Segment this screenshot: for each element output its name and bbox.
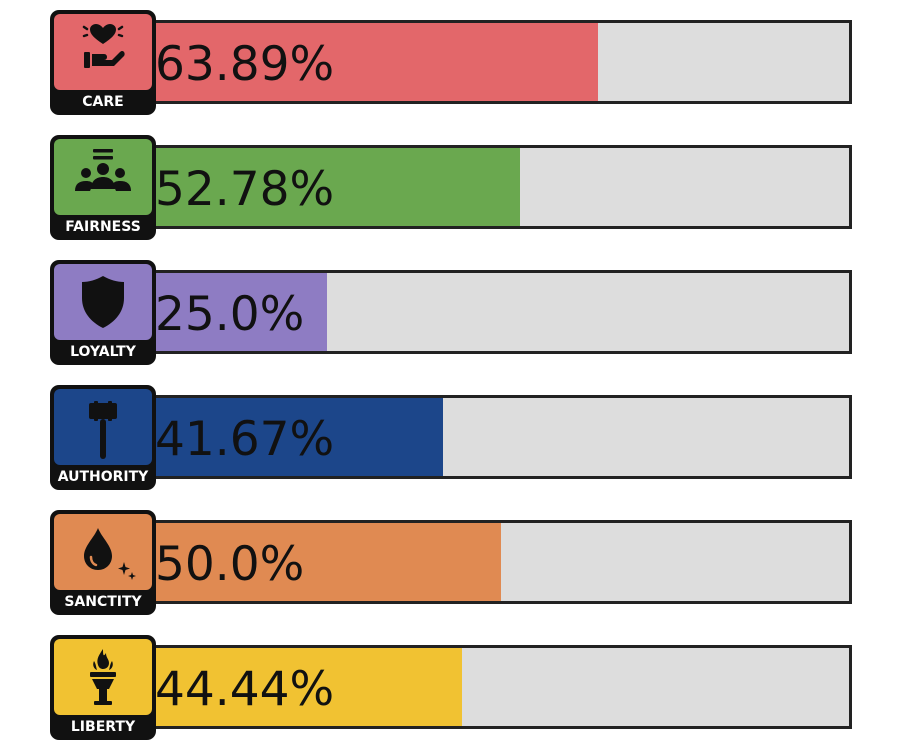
bar-track: 44.44% [150, 645, 852, 729]
liberty-torch-icon [90, 649, 116, 705]
badge-label: AUTHORITY [57, 469, 149, 485]
bar-fill [153, 523, 501, 601]
bar-fill [153, 148, 521, 226]
badge-label: FAIRNESS [65, 219, 141, 235]
fairness-badge: FAIRNESS [50, 135, 156, 240]
badge-background [54, 639, 152, 715]
bar-row-sanctity: 50.0% SANCTITY [50, 510, 852, 615]
sanctity-drop-icon [84, 528, 136, 580]
bar-fill [153, 648, 463, 726]
bar-fill [153, 23, 598, 101]
bar-value-label: 44.44% [155, 662, 335, 717]
bar-row-fairness: 52.78% FAIRNESS [50, 135, 852, 240]
badge-label: CARE [82, 94, 124, 110]
bar-row-care: 63.89% CARE [50, 10, 852, 115]
bar-fill [153, 273, 327, 351]
bar-track: 52.78% [150, 145, 852, 229]
bar-value-label: 50.0% [155, 537, 305, 592]
bar-row-loyalty: 25.0% LOYALTY [50, 260, 852, 365]
badge-label: LOYALTY [70, 344, 136, 360]
bar-track: 25.0% [150, 270, 852, 354]
badge-background [54, 14, 152, 90]
bar-row-liberty: 44.44% LIBERTY [50, 635, 852, 740]
bar-row-authority: 41.67% AUTHORITY [50, 385, 852, 490]
loyalty-badge: LOYALTY [50, 260, 156, 365]
authority-gavel-icon [89, 401, 117, 459]
badge-label: LIBERTY [70, 719, 136, 735]
badge-background [54, 514, 152, 590]
care-heart-hand-icon [82, 24, 125, 68]
badge-label: SANCTITY [64, 594, 142, 610]
badge-background [54, 389, 152, 465]
bar-track: 50.0% [150, 520, 852, 604]
badge-background [54, 264, 152, 340]
bar-value-label: 25.0% [155, 287, 305, 342]
bar-track: 41.67% [150, 395, 852, 479]
bar-track: 63.89% [150, 20, 852, 104]
bar-value-label: 41.67% [155, 412, 335, 467]
care-badge: CARE [50, 10, 156, 115]
bar-value-label: 63.89% [155, 37, 335, 92]
bar-fill [153, 398, 444, 476]
loyalty-shield-icon [82, 276, 124, 328]
fairness-people-icon [75, 149, 131, 191]
liberty-badge: LIBERTY [50, 635, 156, 740]
badge-background [54, 139, 152, 215]
bar-value-label: 52.78% [155, 162, 335, 217]
sanctity-badge: SANCTITY [50, 510, 156, 615]
authority-badge: AUTHORITY [50, 385, 156, 490]
